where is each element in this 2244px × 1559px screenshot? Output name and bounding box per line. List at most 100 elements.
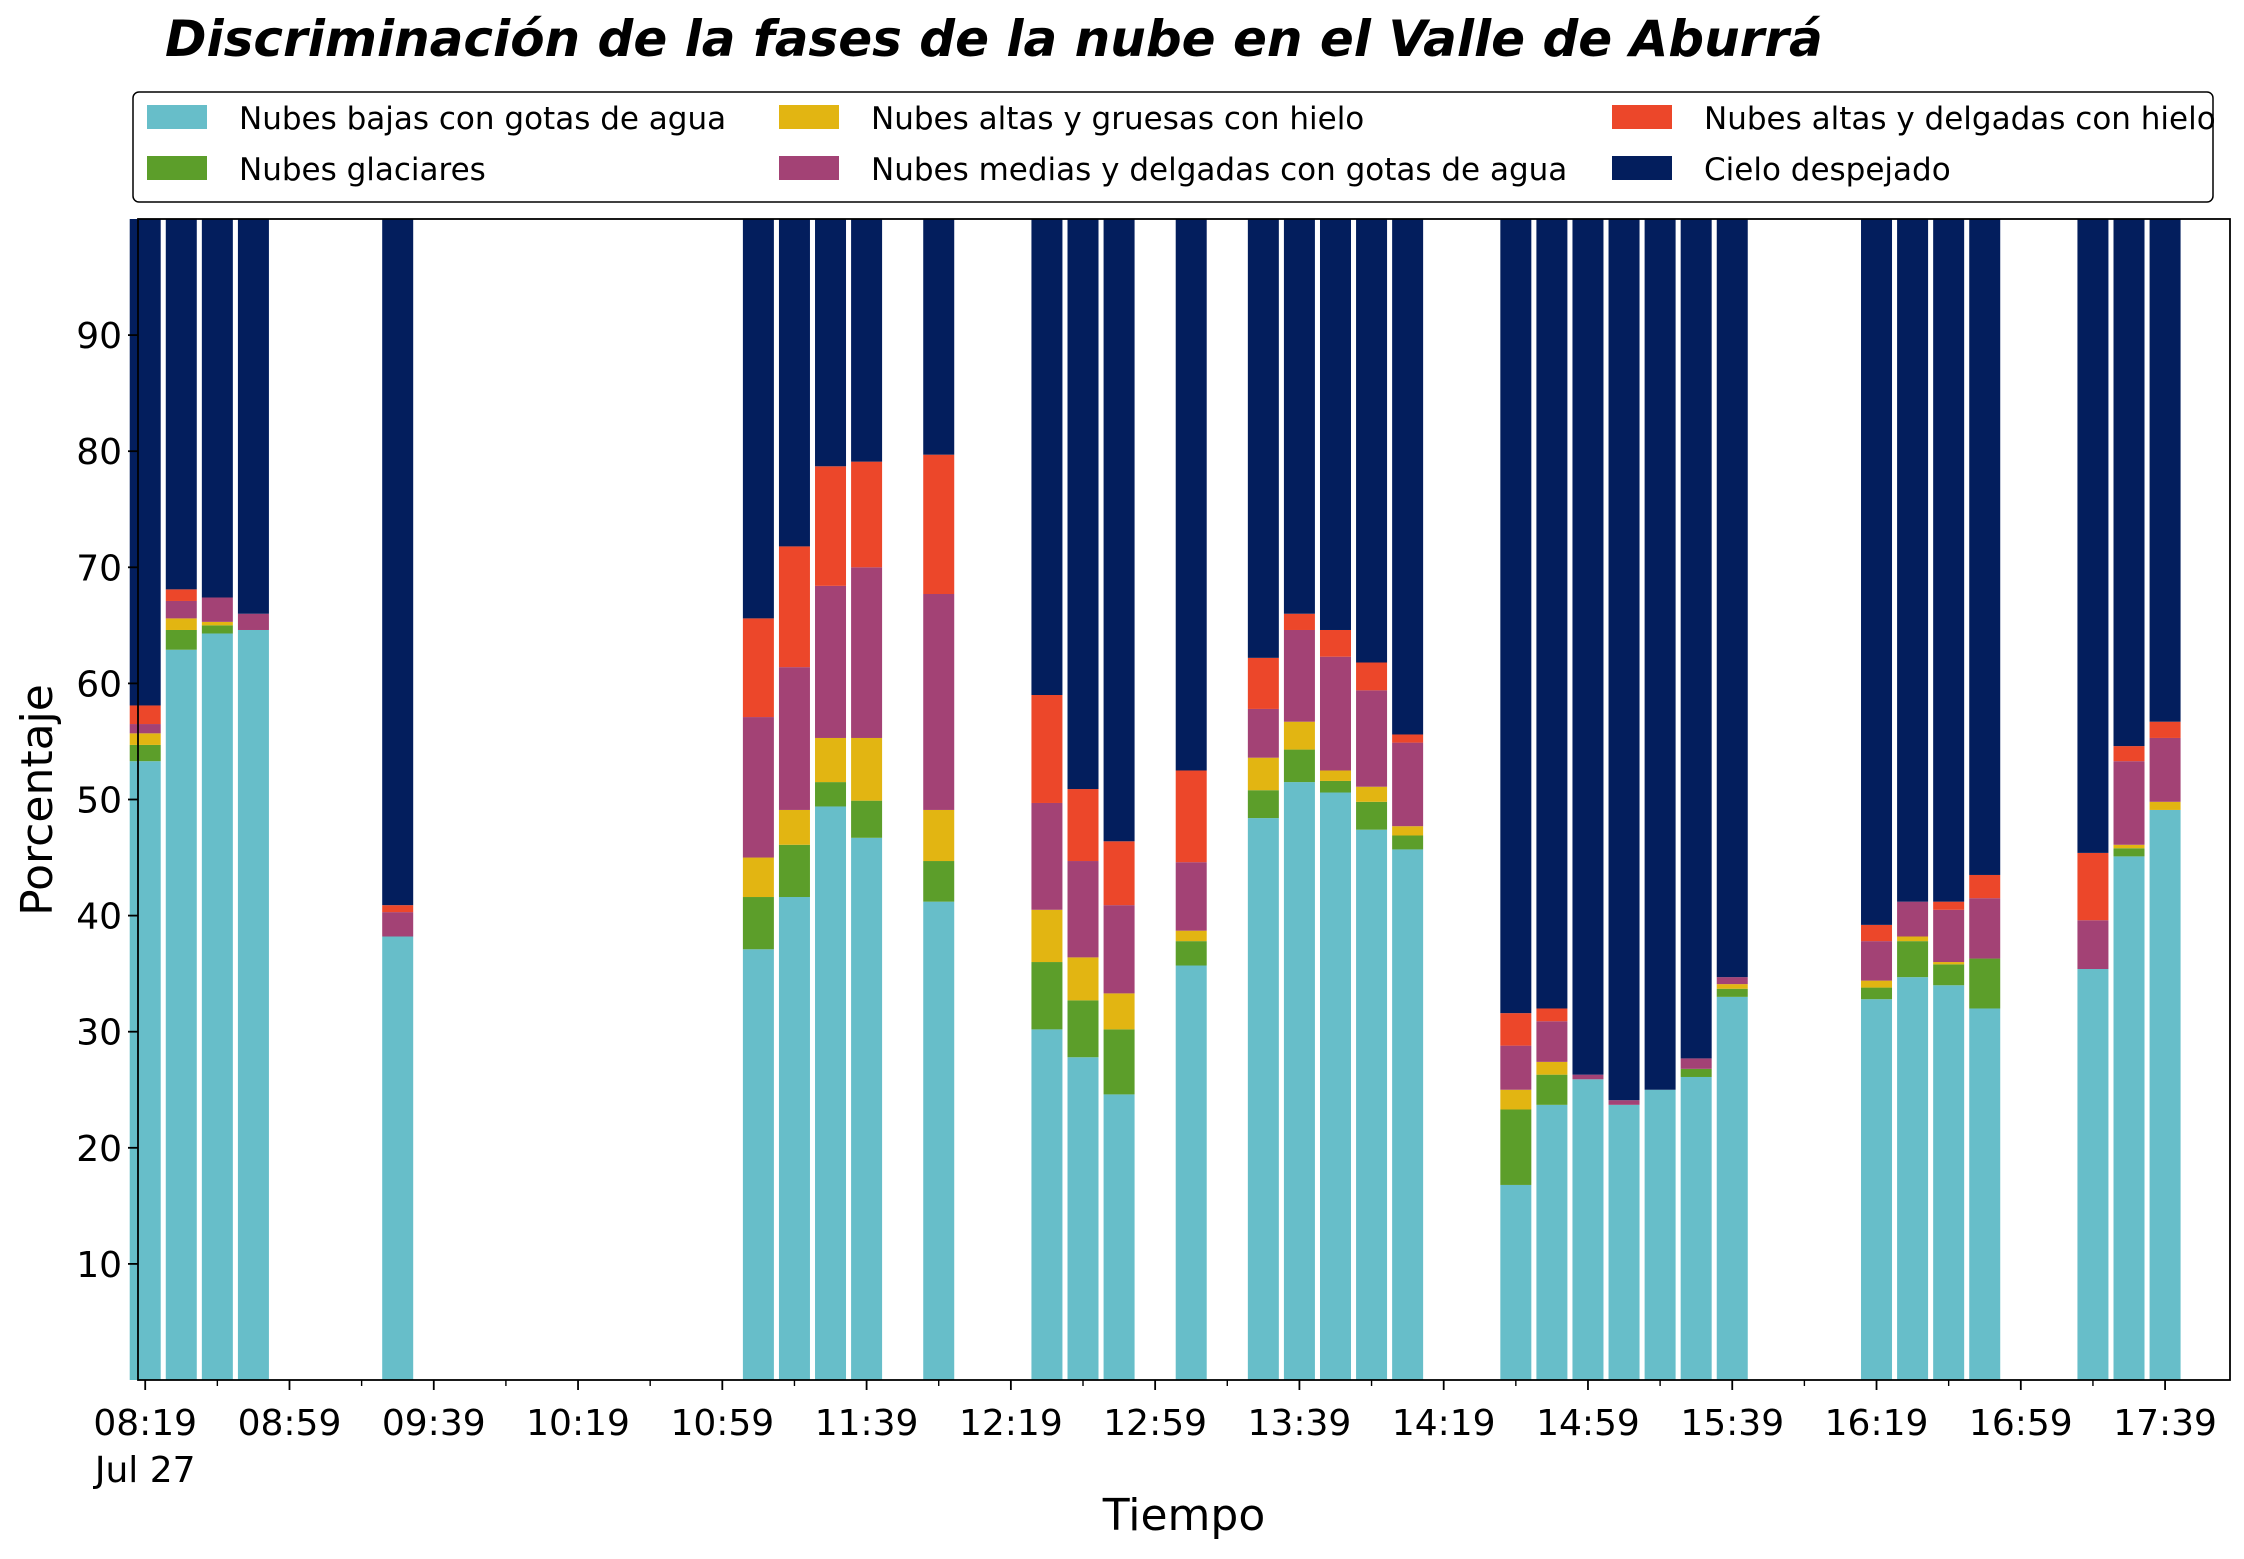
- chart-title: Discriminación de la fases de la nube en…: [165, 10, 1823, 68]
- bar-1139-cielo-despejado: [851, 219, 883, 462]
- bar-0839-cielo-despejado: [201, 219, 233, 598]
- x-tick-label-1619: 16:19: [1825, 1403, 1929, 1444]
- bar-1449-nubes-medias-y-delgadas-con-gotas-de-agua: [1536, 1021, 1568, 1062]
- bar-1539-nubes-bajas-con-gotas-de-agua: [1716, 996, 1748, 1380]
- bar-1349-nubes-altas-y-delgadas-con-hielo: [1319, 629, 1351, 657]
- bar-1409-nubes-altas-y-gruesas-con-hielo: [1392, 826, 1424, 836]
- bar-1509-nubes-medias-y-delgadas-con-gotas-de-agua: [1608, 1100, 1640, 1105]
- bar-1129-nubes-glaciares: [815, 782, 847, 807]
- bar-1529-nubes-medias-y-delgadas-con-gotas-de-agua: [1680, 1058, 1712, 1069]
- bar-0929-nubes-medias-y-delgadas-con-gotas-de-agua: [382, 912, 414, 937]
- bar-1539-nubes-glaciares: [1716, 988, 1748, 997]
- bar-1339-cielo-despejado: [1283, 219, 1315, 614]
- legend-label-nubes-altas-y-delgadas-con-hielo: Nubes altas y delgadas con hielo: [1704, 101, 2216, 137]
- bar-1649-nubes-medias-y-delgadas-con-gotas-de-agua: [1969, 898, 2001, 959]
- x-tick-label-1259: 12:59: [1103, 1403, 1207, 1444]
- bar-1449-nubes-altas-y-delgadas-con-hielo: [1536, 1008, 1568, 1022]
- bar-0819-nubes-altas-y-delgadas-con-hielo: [129, 705, 161, 725]
- bar-1359-nubes-altas-y-delgadas-con-hielo: [1356, 662, 1388, 691]
- bar-1249-nubes-medias-y-delgadas-con-gotas-de-agua: [1103, 905, 1135, 994]
- y-axis-label: Porcentaje: [12, 684, 63, 916]
- y-tick-label-10: 10: [76, 1245, 122, 1286]
- bar-1329-cielo-despejado: [1247, 219, 1279, 658]
- bar-1249-nubes-glaciares: [1103, 1029, 1135, 1095]
- bar-1229-nubes-altas-y-gruesas-con-hielo: [1031, 909, 1063, 963]
- bar-1649-nubes-altas-y-delgadas-con-hielo: [1969, 874, 2001, 899]
- bar-1649-nubes-bajas-con-gotas-de-agua: [1969, 1008, 2001, 1380]
- bar-1539-nubes-medias-y-delgadas-con-gotas-de-agua: [1716, 977, 1748, 985]
- y-tick-label-70: 70: [76, 548, 122, 589]
- bar-1639-cielo-despejado: [1933, 219, 1965, 902]
- bar-1309-nubes-medias-y-delgadas-con-gotas-de-agua: [1175, 862, 1207, 931]
- bar-1239-nubes-glaciares: [1067, 1000, 1099, 1058]
- y-tick-label-80: 80: [76, 432, 122, 473]
- legend: Nubes bajas con gotas de agua Nubes glaci…: [132, 91, 2216, 203]
- bar-0929-cielo-despejado: [382, 219, 414, 906]
- bar-1329-nubes-altas-y-gruesas-con-hielo: [1247, 757, 1279, 791]
- legend-swatch-nubes-bajas-con-gotas-de-agua: [147, 105, 207, 129]
- bar-1119-nubes-glaciares: [778, 844, 810, 898]
- bar-1329-nubes-altas-y-delgadas-con-hielo: [1247, 657, 1279, 709]
- bar-1739-nubes-medias-y-delgadas-con-gotas-de-agua: [2149, 737, 2181, 802]
- bar-0849-cielo-despejado: [237, 219, 269, 614]
- bar-1239-nubes-medias-y-delgadas-con-gotas-de-agua: [1067, 861, 1099, 958]
- bar-1719-nubes-bajas-con-gotas-de-agua: [2077, 969, 2109, 1380]
- bar-1509-nubes-bajas-con-gotas-de-agua: [1608, 1104, 1640, 1380]
- x-axis-label: Tiempo: [1102, 1490, 1266, 1541]
- bar-1109-nubes-glaciares: [742, 897, 774, 950]
- bar-0839-nubes-altas-y-gruesas-con-hielo: [201, 621, 233, 626]
- bar-1639-nubes-altas-y-gruesas-con-hielo: [1933, 962, 1965, 965]
- bar-0929-nubes-altas-y-delgadas-con-hielo: [382, 905, 414, 913]
- bar-1439-nubes-glaciares: [1500, 1109, 1532, 1185]
- bar-1649-nubes-glaciares: [1969, 958, 2001, 1009]
- bar-1629-nubes-glaciares: [1897, 941, 1929, 978]
- bar-1139-nubes-altas-y-delgadas-con-hielo: [851, 461, 883, 568]
- bar-1139-nubes-altas-y-gruesas-con-hielo: [851, 737, 883, 801]
- bar-1339-nubes-medias-y-delgadas-con-gotas-de-agua: [1283, 629, 1315, 722]
- x-axis: 08:19 Jul 27 08:59 09:39 10:19 10:59 11:39 12:1…: [93, 1380, 2217, 1491]
- bar-0839-nubes-glaciares: [201, 625, 233, 634]
- bar-1459-nubes-medias-y-delgadas-con-gotas-de-agua: [1572, 1074, 1604, 1080]
- bar-1309-nubes-glaciares: [1175, 941, 1207, 966]
- bar-1139-nubes-medias-y-delgadas-con-gotas-de-agua: [851, 567, 883, 738]
- bar-0839-nubes-bajas-con-gotas-de-agua: [201, 633, 233, 1380]
- bar-1329-nubes-bajas-con-gotas-de-agua: [1247, 818, 1279, 1380]
- x-tick-label-1019: 10:19: [526, 1403, 630, 1444]
- bar-1409-cielo-despejado: [1392, 219, 1424, 735]
- legend-swatch-nubes-altas-y-gruesas-con-hielo: [779, 105, 839, 129]
- bar-0819-nubes-altas-y-gruesas-con-hielo: [129, 733, 161, 745]
- x-tick-label-1339: 13:39: [1248, 1403, 1352, 1444]
- bar-1539-nubes-altas-y-gruesas-con-hielo: [1716, 984, 1748, 989]
- y-tick-label-90: 90: [76, 316, 122, 357]
- bar-1129-cielo-despejado: [815, 219, 847, 467]
- bar-1329-nubes-medias-y-delgadas-con-gotas-de-agua: [1247, 708, 1279, 758]
- bar-1359-nubes-bajas-con-gotas-de-agua: [1356, 829, 1388, 1380]
- bar-1109-nubes-medias-y-delgadas-con-gotas-de-agua: [742, 717, 774, 858]
- bar-1639-nubes-altas-y-delgadas-con-hielo: [1933, 901, 1965, 910]
- bar-0829-nubes-bajas-con-gotas-de-agua: [165, 649, 197, 1380]
- bar-1529-nubes-glaciares: [1680, 1068, 1712, 1077]
- bar-1249-cielo-despejado: [1103, 219, 1135, 842]
- bar-0839-nubes-medias-y-delgadas-con-gotas-de-agua: [201, 597, 233, 622]
- bar-1239-nubes-altas-y-delgadas-con-hielo: [1067, 789, 1099, 862]
- x-tick-label-1459: 14:59: [1536, 1403, 1640, 1444]
- bar-0819-cielo-despejado: [129, 219, 161, 706]
- x-tick-label-0939: 09:39: [382, 1403, 486, 1444]
- x-tick-label-0859: 08:59: [238, 1403, 342, 1444]
- bar-1339-nubes-altas-y-gruesas-con-hielo: [1283, 721, 1315, 750]
- bar-1619-cielo-despejado: [1861, 219, 1893, 925]
- bar-1119-nubes-altas-y-delgadas-con-hielo: [778, 546, 810, 668]
- legend-label-nubes-altas-y-gruesas-con-hielo: Nubes altas y gruesas con hielo: [871, 101, 1364, 137]
- legend-box: [132, 91, 2214, 203]
- x-tick-label-1659: 16:59: [1969, 1403, 2073, 1444]
- y-axis: 10 20 30 40 50 60 70 80 90: [76, 316, 138, 1286]
- bar-0819-nubes-glaciares: [129, 744, 161, 762]
- bar-1159-nubes-glaciares: [923, 861, 955, 902]
- bar-1739-nubes-bajas-con-gotas-de-agua: [2149, 809, 2181, 1380]
- x-tick-label-1139: 11:39: [815, 1403, 919, 1444]
- legend-label-cielo-despejado: Cielo despejado: [1704, 152, 1951, 188]
- bar-1159-nubes-altas-y-delgadas-con-hielo: [923, 454, 955, 594]
- bar-0819-nubes-bajas-con-gotas-de-agua: [129, 761, 161, 1380]
- x-tick-label-0819: 08:19: [93, 1403, 197, 1444]
